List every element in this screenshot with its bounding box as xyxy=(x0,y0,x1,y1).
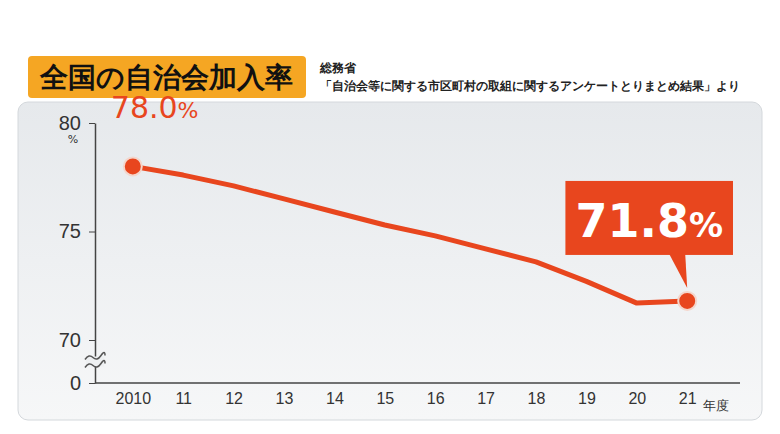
x-tick: 14 xyxy=(326,383,344,407)
x-tick-label: 15 xyxy=(376,390,394,407)
x-tick: 17 xyxy=(477,383,495,407)
y-axis-title: % xyxy=(68,133,78,146)
y-tick: 75 xyxy=(59,220,95,242)
x-tick: 18 xyxy=(528,383,546,407)
x-tick: 13 xyxy=(276,383,294,407)
x-tick-label: 2010 xyxy=(116,390,152,407)
x-tick-label: 19 xyxy=(578,390,596,407)
plot-area xyxy=(124,157,696,310)
x-tick: 15 xyxy=(376,383,394,407)
panel xyxy=(18,102,762,420)
x-axis-title: 年度 xyxy=(703,398,729,413)
axis-break-patch xyxy=(86,357,104,367)
x-axis: 2010 11 12 13 14 15 16 17 18 19 20 21 xyxy=(95,383,740,407)
x-tick: 11 xyxy=(175,383,192,407)
x-tick-label: 18 xyxy=(528,390,546,407)
x-tick: 16 xyxy=(427,383,445,407)
y-tick-label: 70 xyxy=(59,329,81,351)
x-tick: 19 xyxy=(578,383,596,407)
x-tick: 2010 xyxy=(116,383,152,407)
callout-pointer xyxy=(669,254,687,288)
chart: 全国の自治会加入率 総務省「自治会等に関する市区町村の取組に関するアンケートとりま… xyxy=(0,0,780,434)
y-tick-mark xyxy=(89,383,95,384)
y-tick-mark xyxy=(89,232,95,233)
y-tick-label: 0 xyxy=(70,372,81,394)
subtitle: 総務省 xyxy=(319,61,357,75)
x-axis-line xyxy=(95,382,740,384)
annotation: 71.8% xyxy=(575,194,723,248)
y-axis: 0 70 75 80 xyxy=(59,112,96,394)
x-tick-label: 20 xyxy=(628,390,646,407)
x-tick-label: 16 xyxy=(427,390,445,407)
axis-break xyxy=(85,361,105,368)
annotation: 78.0% xyxy=(111,90,199,125)
x-tick: 12 xyxy=(225,383,243,407)
y-tick: 70 xyxy=(59,329,95,351)
y-tick-label: 75 xyxy=(59,220,81,242)
title: 全国の自治会加入率 xyxy=(39,61,293,94)
x-tick-label: 17 xyxy=(477,390,495,407)
x-tick: 21 xyxy=(679,383,697,407)
x-tick-label: 11 xyxy=(175,390,192,407)
y-tick: 80 xyxy=(59,112,95,134)
annotations: 78.0% 71.8% xyxy=(111,90,733,288)
x-tick-label: 14 xyxy=(326,390,344,407)
y-tick: 0 xyxy=(70,372,95,394)
axis-break xyxy=(85,353,105,360)
callout: 71.8% xyxy=(565,181,733,288)
y-tick-mark xyxy=(89,123,95,124)
end-marker xyxy=(124,157,142,175)
x-tick: 20 xyxy=(628,383,646,407)
end-marker xyxy=(678,292,696,310)
y-axis-line xyxy=(95,124,97,384)
x-tick-label: 13 xyxy=(276,390,294,407)
x-tick-label: 21 xyxy=(679,390,697,407)
y-tick-mark xyxy=(89,340,95,341)
callout-box xyxy=(565,181,733,255)
subtitle: 「自治会等に関する市区町村の取組に関するアンケートとりまとめ結果」より xyxy=(320,79,740,93)
x-tick-label: 12 xyxy=(225,390,243,407)
y-tick-label: 80 xyxy=(59,112,81,134)
